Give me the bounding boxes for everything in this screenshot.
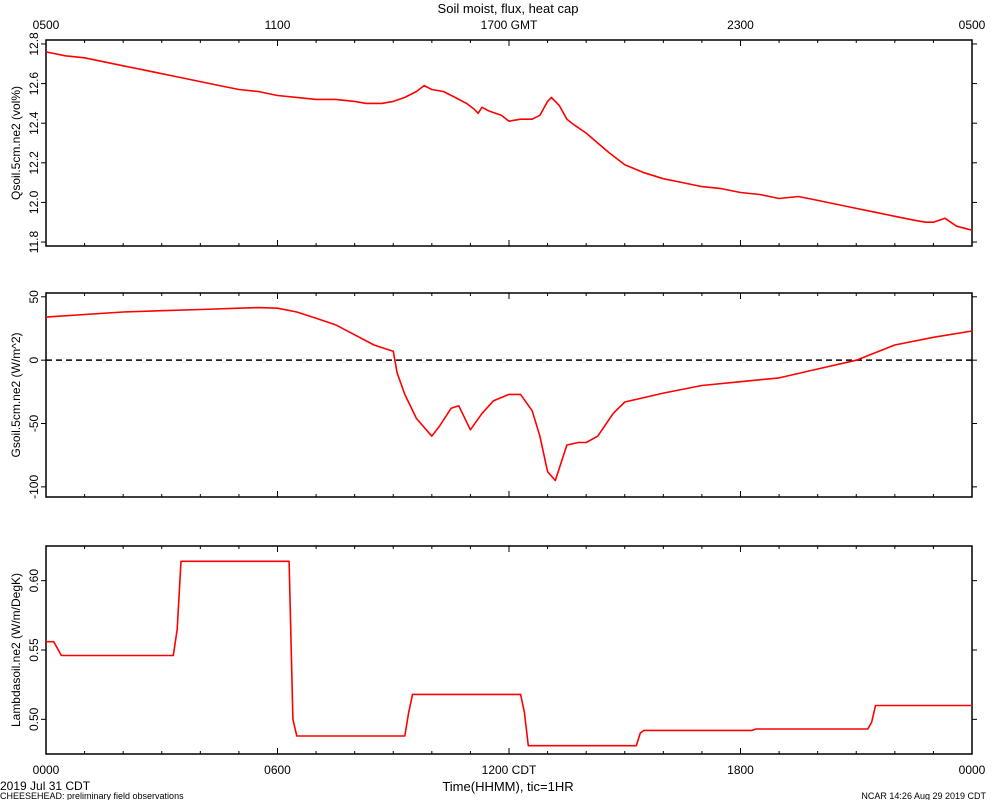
panel-3-y-tick-label: 0.60	[27, 569, 41, 593]
panel-3-y-tick-label: 0.50	[27, 707, 41, 731]
panel-3-frame	[45, 545, 973, 755]
bottom-x-tick-label: 0000	[33, 763, 60, 777]
bottom-x-tick-label: 1200 CDT	[482, 763, 537, 777]
top-x-tick-label: 1100	[265, 18, 291, 32]
panel-1-y-tick-label: 12.8	[27, 32, 41, 56]
panel-1-y-axis-label: Qsoil.5cm.ne2 (vol%)	[9, 86, 23, 200]
panel-3-y-tick-label: 0.55	[27, 638, 41, 662]
panel-1-y-tick-label: 12.2	[27, 151, 41, 175]
panel-3-series-line	[46, 560, 972, 747]
footer-date: 2019 Jul 31 CDT	[0, 779, 91, 793]
panel-2-y-tick-label: -50	[27, 415, 41, 433]
top-x-tick-label: 0500	[959, 18, 986, 32]
panel-1-y-tick-label: 11.8	[27, 230, 41, 253]
panel-2-y-axis-label: Gsoil.5cm.ne2 (W/m^2)	[9, 333, 23, 458]
bottom-x-tick-label: 1800	[727, 763, 754, 777]
panel-1-y-tick-label: 12.6	[27, 72, 41, 96]
x-axis-label: Time(HHMM), tic=1HR	[442, 779, 573, 794]
panel-2-y-tick-label: 50	[27, 290, 41, 304]
panel-1-y-tick-label: 12.4	[27, 111, 41, 135]
top-x-tick-label: 2300	[727, 18, 754, 32]
top-x-tick-label: 1700 GMT	[481, 18, 538, 32]
panel-3-y-axis-label: Lambdasoil.ne2 (W/m/DegK)	[9, 573, 23, 727]
top-x-tick-label: 0500	[33, 18, 60, 32]
panel-2-series-line	[45, 306, 973, 482]
footer-left-note: CHEESEHEAD: preliminary field observatio…	[0, 791, 184, 800]
panel-2-y-tick-label: -100	[27, 475, 41, 499]
footer-right-note: NCAR 14:26 Aug 29 2019 CDT	[861, 791, 986, 800]
chart-panels: 11.8 12.0 12.2 12.4 12.6 12.8 Qsoil.5cm.ne2 (v…	[9, 18, 986, 777]
panel-1-series-line	[45, 51, 973, 231]
panel-1-y-tick-label: 12.0	[27, 190, 41, 214]
bottom-x-tick-label: 0000	[959, 763, 986, 777]
panel-1-frame	[45, 39, 973, 247]
bottom-x-tick-label: 0600	[264, 763, 291, 777]
panel-2-y-tick-label: 0	[27, 356, 41, 363]
chart-title: Soil moist, flux, heat cap	[438, 1, 579, 16]
